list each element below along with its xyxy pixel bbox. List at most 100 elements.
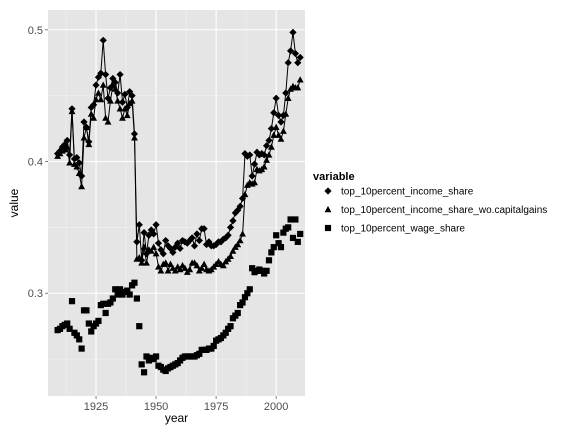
data-point bbox=[181, 264, 189, 271]
data-point bbox=[135, 254, 143, 261]
data-point bbox=[244, 290, 251, 297]
data-point bbox=[275, 131, 282, 138]
data-point bbox=[188, 234, 196, 242]
data-point bbox=[114, 291, 121, 298]
data-point bbox=[234, 240, 242, 248]
data-point bbox=[92, 95, 100, 103]
data-point bbox=[272, 123, 280, 130]
legend-key-triangle-icon bbox=[324, 205, 332, 213]
data-point bbox=[284, 94, 292, 101]
data-point bbox=[85, 320, 92, 327]
data-point bbox=[249, 265, 256, 272]
data-point bbox=[123, 111, 131, 119]
data-point bbox=[255, 151, 263, 159]
data-point bbox=[114, 97, 122, 104]
data-point bbox=[88, 328, 95, 335]
data-point bbox=[133, 295, 140, 302]
data-point bbox=[87, 103, 95, 112]
data-point bbox=[282, 89, 290, 97]
data-point bbox=[138, 259, 146, 266]
data-point bbox=[104, 118, 112, 125]
data-point bbox=[159, 250, 167, 258]
data-point bbox=[121, 105, 129, 112]
data-point bbox=[270, 244, 277, 251]
data-point bbox=[126, 291, 133, 298]
data-point bbox=[131, 279, 138, 286]
data-point bbox=[116, 70, 124, 79]
data-point bbox=[135, 221, 143, 229]
data-point bbox=[95, 317, 102, 325]
data-point bbox=[102, 114, 110, 121]
data-point bbox=[226, 223, 235, 231]
data-point bbox=[267, 143, 275, 150]
legend-label: top_10percent_income_share bbox=[341, 187, 474, 198]
data-point bbox=[265, 136, 273, 145]
data-point bbox=[155, 263, 162, 270]
data-point bbox=[248, 172, 256, 180]
data-point bbox=[87, 110, 95, 117]
data-point bbox=[152, 250, 160, 257]
data-point bbox=[75, 169, 83, 177]
data-point bbox=[143, 353, 150, 360]
data-point bbox=[150, 243, 158, 250]
data-point bbox=[121, 90, 129, 98]
data-point bbox=[131, 134, 138, 141]
data-point bbox=[265, 257, 273, 264]
data-point bbox=[196, 350, 203, 357]
data-point bbox=[239, 299, 246, 306]
data-point bbox=[124, 287, 131, 294]
data-point bbox=[112, 286, 119, 293]
data-point bbox=[275, 240, 282, 247]
data-point bbox=[164, 267, 172, 274]
data-point bbox=[251, 178, 258, 186]
data-point bbox=[289, 234, 297, 242]
x-tick-label: 2000 bbox=[264, 401, 288, 413]
data-point bbox=[272, 94, 280, 102]
data-point bbox=[294, 59, 302, 67]
data-point bbox=[200, 225, 208, 233]
data-point bbox=[174, 239, 182, 247]
data-point bbox=[143, 259, 150, 266]
data-point bbox=[224, 231, 232, 239]
data-point bbox=[277, 118, 285, 126]
data-point bbox=[297, 230, 304, 238]
data-point bbox=[193, 230, 201, 238]
plot-panel bbox=[48, 10, 305, 396]
data-point bbox=[64, 320, 71, 327]
data-point bbox=[277, 244, 285, 251]
data-point bbox=[150, 230, 158, 238]
data-point bbox=[138, 361, 145, 368]
data-point bbox=[68, 298, 76, 305]
data-point bbox=[294, 238, 301, 245]
data-point bbox=[270, 131, 278, 138]
legend-key-square-icon bbox=[324, 224, 332, 232]
data-point bbox=[66, 159, 74, 166]
x-tick-label: 1975 bbox=[204, 401, 228, 413]
data-point bbox=[284, 59, 292, 67]
data-point bbox=[229, 247, 237, 254]
data-point bbox=[260, 163, 268, 170]
legend-title: variable bbox=[313, 171, 355, 183]
data-point bbox=[80, 118, 88, 126]
data-point bbox=[198, 264, 206, 271]
data-point bbox=[287, 216, 294, 223]
data-point bbox=[116, 286, 124, 293]
data-point bbox=[246, 286, 253, 293]
data-point bbox=[267, 124, 275, 133]
data-point bbox=[274, 111, 283, 119]
data-point bbox=[162, 259, 170, 266]
data-point bbox=[260, 151, 268, 159]
data-point bbox=[167, 260, 174, 267]
data-point bbox=[76, 336, 83, 343]
data-point bbox=[83, 123, 90, 130]
data-point bbox=[154, 239, 163, 247]
data-point bbox=[222, 329, 229, 336]
y-tick-label: 0.3 bbox=[28, 288, 43, 300]
data-point bbox=[236, 236, 244, 244]
legend-label: top_10percent_income_share_wo.capitalgai… bbox=[341, 205, 547, 216]
data-point bbox=[241, 190, 249, 198]
data-point bbox=[78, 182, 86, 190]
data-point bbox=[73, 332, 80, 339]
data-point bbox=[90, 114, 98, 121]
data-point bbox=[100, 300, 107, 307]
